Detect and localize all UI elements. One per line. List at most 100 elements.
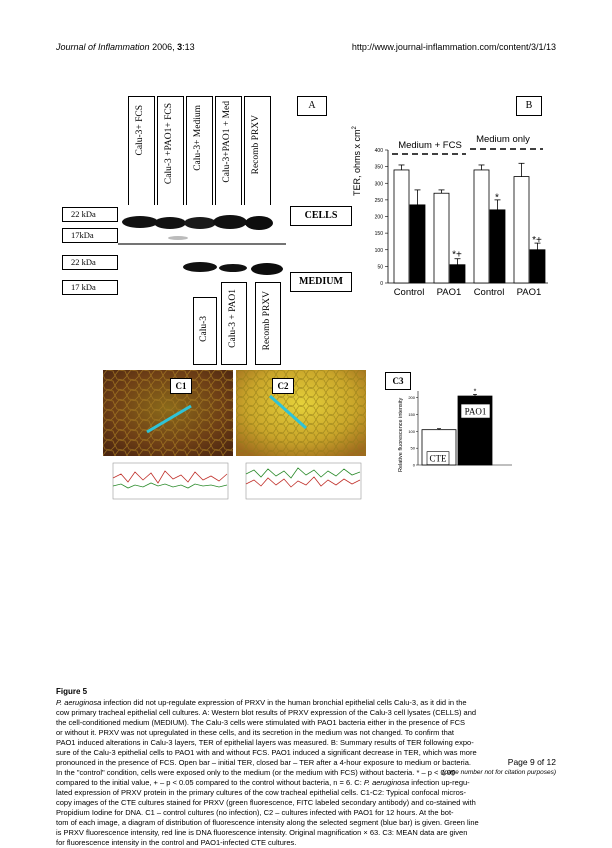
ter-bar <box>473 169 490 284</box>
journal-url[interactable]: http://www.journal-inflammation.com/cont… <box>351 42 556 52</box>
c3-bar-chart: 0 50 100 150 200 CTE PAO1 * <box>408 389 512 468</box>
ter-bar <box>489 209 506 284</box>
c3-label: C3 <box>385 372 411 390</box>
ter-y-tick-label: 200 <box>375 215 384 221</box>
c3-y-tick-label: 0 <box>413 463 416 468</box>
journal-year: 2006, <box>152 42 178 52</box>
ter-y-axis-label: TER, ohms x cm2 <box>352 126 362 196</box>
c3-star: * <box>474 389 477 396</box>
c3-label-box <box>460 403 491 419</box>
caption-line: Propidium Iodine for DNA. C1 – control c… <box>56 808 454 817</box>
group-label: Medium + FCS <box>398 140 462 151</box>
c1-intensity-profile <box>112 462 229 500</box>
lane-label: Calu-3 <box>199 316 209 342</box>
panel-b-label: B <box>516 96 542 116</box>
group-label: Medium only <box>476 134 530 145</box>
lane-label: Calu-3+ Medium <box>193 105 203 171</box>
ter-y-label-text: TER, ohms x cm <box>352 129 362 196</box>
ter-x-label: PAO1 <box>517 287 542 298</box>
medium-lane-box-3: Recomb PRXV <box>255 282 281 365</box>
c3-y-tick-label: 200 <box>408 395 415 400</box>
ter-bar <box>433 192 450 284</box>
ter-bar <box>529 249 546 284</box>
ter-bar <box>513 176 530 284</box>
ter-y-tick-label: 300 <box>375 181 384 187</box>
caption-line: In the "control" condition, cells were e… <box>56 768 456 777</box>
group-label-bg <box>468 132 538 145</box>
c2-micrograph <box>236 370 366 456</box>
ter-y-tick-label: 400 <box>375 148 384 154</box>
lane-box-3: Calu-3+ Medium <box>186 96 213 222</box>
caption-line: tom of each image, a diagram of distribu… <box>56 818 479 827</box>
caption-line: lated expression of PRXV protein in the … <box>56 788 467 797</box>
ter-y-label-sup: 2 <box>352 126 358 130</box>
medium-label: MEDIUM <box>290 272 352 292</box>
caption-line: sure of the Calu-3 epithelial cells to P… <box>56 748 477 757</box>
page-number: Page 9 of 12 <box>507 757 556 767</box>
caption-line: the cell-conditioned medium (MEDIUM). Th… <box>56 718 466 727</box>
journal-volume: 3 <box>177 42 183 52</box>
lane-label: Recomb PRXV <box>262 291 272 351</box>
ter-y-tick-label: 50 <box>377 264 383 270</box>
ter-bar <box>409 204 426 284</box>
c3-bar-label: PAO1 <box>465 407 487 417</box>
c3-y-tick-label: 50 <box>411 446 416 451</box>
kda-marker: 22 kDa <box>62 255 118 270</box>
caption-line: compared to the initial value, + – p < 0… <box>56 778 470 787</box>
ter-annotation: * <box>495 193 499 204</box>
caption-italic: P. aeruginosa <box>363 778 410 787</box>
caption-line: P. aeruginosa infection did not up-regul… <box>56 698 467 707</box>
caption-line: for fluorescence intensity in the contro… <box>56 838 297 847</box>
lane-box-2: Calu-3 +PAO1+ FCS <box>157 96 184 222</box>
journal-citation: Journal of Inflammation 2006, 3:13 <box>56 42 195 52</box>
c2-intensity-profile <box>245 462 362 500</box>
ter-x-label: PAO1 <box>437 287 462 298</box>
journal-pages: :13 <box>182 42 195 52</box>
ter-annotation: *+ <box>532 235 542 246</box>
ter-y-tick-label: 350 <box>375 165 384 171</box>
ter-y-tick-label: 250 <box>375 198 384 204</box>
lane-label: Calu-3 + PAO1 <box>228 289 238 348</box>
lane-box-1: Calu-3+ FCS <box>128 96 155 222</box>
journal-name: Journal of Inflammation <box>56 42 150 52</box>
ter-y-tick-label: 150 <box>375 231 384 237</box>
c3-bar-label: CTE <box>430 454 448 464</box>
c3-y-tick-label: 150 <box>408 412 415 417</box>
caption-line: cow primary tracheal epithelial cell cul… <box>56 708 477 717</box>
ter-bar-chart: 0 50 100 150 200 250 300 350 400 Medium + FCS Medi… <box>375 132 548 298</box>
panel-a-label: A <box>297 96 327 116</box>
ter-bar <box>449 264 466 284</box>
c1-micrograph <box>103 370 233 456</box>
medium-lane-box-2: Calu-3 + PAO1 <box>221 282 247 365</box>
caption-italic: P. aeruginosa <box>56 698 102 707</box>
ter-y-tick-label: 100 <box>375 248 384 254</box>
kda-marker: 17 kDa <box>62 280 118 295</box>
lane-label: Calu-3 +PAO1+ FCS <box>164 103 174 185</box>
lane-label: Calu-3+PAO1 + Med <box>222 101 232 183</box>
ter-annotation: *+ <box>452 250 462 261</box>
lane-label: Calu-3+ FCS <box>135 105 145 156</box>
page-note: (page number not for citation purposes) <box>442 769 556 776</box>
caption-line: copy images of the CTE cultures stained … <box>56 798 476 807</box>
ter-x-label: Control <box>474 287 505 298</box>
lane-box-5: Recomb PRXV <box>244 96 271 222</box>
caption-line: PAO1 induced alterations in Calu-3 layer… <box>56 738 474 747</box>
cells-label: CELLS <box>290 206 352 226</box>
caption-line: pronounced in the presence of FCS. Open … <box>56 758 471 767</box>
caption-line: or without it. PRXV was not upregulated … <box>56 728 454 737</box>
medium-lane-box-1: Calu-3 <box>193 297 217 365</box>
ter-x-label: Control <box>394 287 425 298</box>
western-blot-image <box>118 205 288 305</box>
c1-label: C1 <box>170 378 192 394</box>
kda-marker: 22 kDa <box>62 207 118 222</box>
c3-label-box <box>426 451 450 465</box>
lane-box-4: Calu-3+PAO1 + Med <box>215 96 242 222</box>
group-label-bg <box>394 138 466 151</box>
c2-label: C2 <box>272 378 294 394</box>
ter-bar <box>393 169 410 284</box>
figure-title: Figure 5 <box>56 687 88 696</box>
ter-y-tick-label: 0 <box>380 281 383 287</box>
lane-label: Recomb PRXV <box>251 115 261 175</box>
kda-marker: 17kDa <box>62 228 118 243</box>
c3-y-tick-label: 100 <box>408 429 415 434</box>
